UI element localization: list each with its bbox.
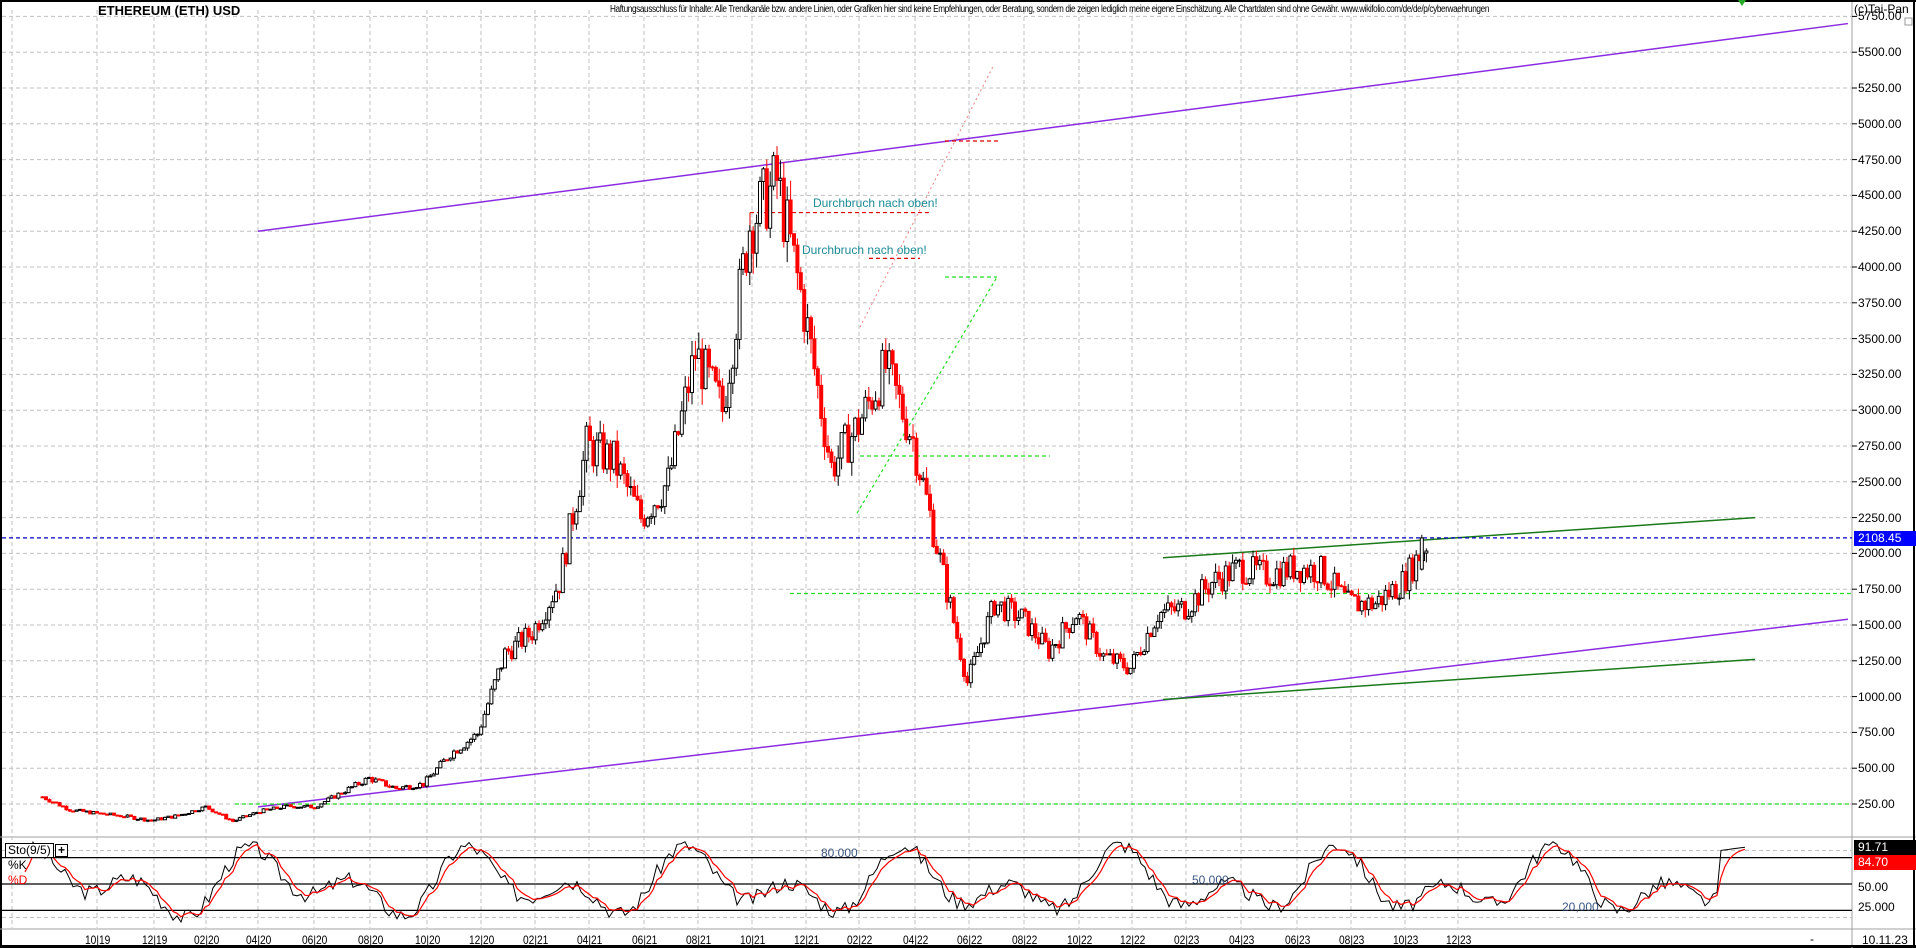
current-date-label: 10.11.23 — [1862, 933, 1908, 947]
price-axis-tick: 2750.00 — [1858, 439, 1902, 453]
date-axis-tick: 02|21 — [523, 933, 549, 947]
date-axis-tick: 12|20 — [469, 933, 495, 947]
date-axis-tick: 12|22 — [1120, 933, 1146, 947]
price-axis-tick: 5000.00 — [1858, 116, 1902, 131]
price-axis-tick: 4000.00 — [1858, 260, 1902, 274]
date-axis-tick: 08|20 — [358, 933, 384, 947]
price-axis-tick: 750.00 — [1858, 725, 1895, 740]
date-axis-tick: 04|21 — [577, 933, 603, 947]
date-axis-tick: 10|19 — [85, 933, 111, 947]
stoch-axis-50: 50.00 — [1858, 880, 1889, 894]
date-axis-tick: 10|21 — [740, 933, 766, 947]
date-axis-tick: 06|20 — [302, 933, 328, 947]
date-axis-tick: 10|23 — [1393, 933, 1419, 947]
date-axis-tick: 10|22 — [1067, 933, 1093, 947]
date-axis-tick: 02|22 — [847, 933, 873, 947]
date-axis-tick: 02|20 — [194, 933, 220, 947]
date-separator: - — [1810, 932, 1814, 946]
price-axis-tick: 1500.00 — [1858, 618, 1902, 632]
breakout-annotation: Durchbruch nach oben! — [813, 195, 938, 210]
price-axis-tick: 4250.00 — [1858, 224, 1902, 239]
stoch-k-value-tag: 91.71 — [1854, 840, 1916, 855]
current-price-tag: 2108.45 — [1854, 530, 1916, 546]
stochastic-d-label: %D — [8, 873, 28, 887]
date-axis-tick: 08|21 — [686, 933, 712, 947]
copyright-label: (c)Tai-Pan — [1854, 2, 1909, 16]
date-axis-tick: 06|23 — [1285, 933, 1311, 947]
date-axis-tick: 12|19 — [142, 933, 168, 947]
stoch-level-50: 50,000 — [1192, 873, 1229, 887]
stochastic-k-label: %K — [8, 858, 27, 872]
date-axis-tick: 12|21 — [794, 933, 820, 947]
disclaimer-text: Haftungsausschluss für Inhalte: Alle Tre… — [610, 4, 1490, 15]
expand-plus-icon[interactable]: + — [55, 844, 68, 857]
date-axis-tick: 06|21 — [632, 933, 658, 947]
price-axis-tick: 1000.00 — [1858, 689, 1902, 704]
stoch-axis-25: 25.000 — [1858, 900, 1895, 914]
date-axis-tick: 12|23 — [1446, 933, 1472, 947]
stoch-level-80: 80,000 — [821, 846, 858, 860]
stoch-level-20: 20,000 — [1562, 900, 1599, 914]
price-axis-tick: 1750.00 — [1858, 582, 1902, 597]
price-axis-tick: 3250.00 — [1858, 367, 1902, 382]
date-axis-tick: 04|23 — [1229, 933, 1255, 947]
price-axis-tick: 2000.00 — [1858, 546, 1902, 561]
date-axis-tick: 04|20 — [246, 933, 272, 947]
price-axis-tick: 5750.00 — [1858, 9, 1902, 24]
stoch-d-value-tag: 84.70 — [1854, 855, 1916, 870]
price-axis-tick: 5500.00 — [1858, 45, 1902, 60]
date-axis-tick: 08|22 — [1012, 933, 1038, 947]
date-axis-tick: 04|22 — [903, 933, 929, 947]
price-axis-tick: 4500.00 — [1858, 188, 1902, 203]
date-axis-tick: 02|23 — [1174, 933, 1200, 947]
price-axis-tick: 5250.00 — [1858, 81, 1902, 95]
price-axis-tick: 2250.00 — [1858, 510, 1902, 525]
price-axis-tick: 3750.00 — [1858, 295, 1902, 310]
breakout-annotation: Durchbruch nach oben! — [802, 242, 927, 257]
price-axis-tick: 500.00 — [1858, 761, 1895, 776]
stochastic-indicator-label[interactable]: Sto(9/5) — [5, 843, 54, 858]
price-axis-tick: 250.00 — [1858, 797, 1895, 811]
chart-title: ETHEREUM (ETH) USD — [98, 3, 241, 18]
price-axis-tick: 4750.00 — [1858, 152, 1902, 167]
date-axis-tick: 06|22 — [957, 933, 983, 947]
price-axis-tick: 2500.00 — [1858, 474, 1902, 489]
price-axis-tick: 3500.00 — [1858, 331, 1902, 346]
date-axis-tick: 08|23 — [1339, 933, 1365, 947]
price-axis-tick: 3000.00 — [1858, 403, 1902, 418]
price-axis-tick: 1250.00 — [1858, 653, 1902, 668]
date-axis-tick: 10|20 — [415, 933, 441, 947]
